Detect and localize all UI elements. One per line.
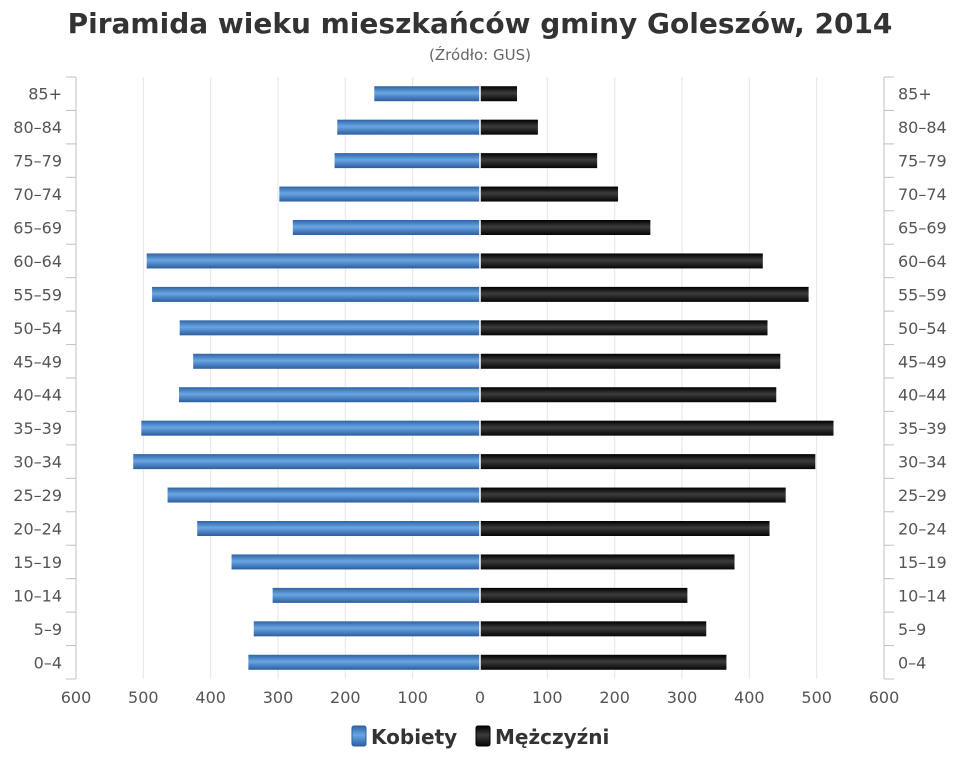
bar-male (480, 654, 727, 670)
bar-male (480, 119, 538, 135)
bar-male (480, 153, 598, 169)
bar-male (480, 487, 786, 503)
bar-male (480, 521, 770, 536)
y-tick-label-right: 30–34 (898, 453, 947, 472)
y-tick-label-right: 40–44 (898, 386, 947, 405)
y-tick-label-right: 55–59 (898, 285, 947, 304)
y-tick-label-left: 20–24 (13, 520, 62, 539)
bar-male (480, 554, 735, 570)
bar-female (197, 521, 480, 536)
bar-female (337, 119, 480, 135)
y-tick-label-left: 80–84 (13, 118, 62, 137)
legend-label: Kobiety (371, 725, 457, 749)
y-tick-label-left: 0–4 (34, 653, 62, 672)
y-tick-label-right: 25–29 (898, 486, 947, 505)
bar-female (193, 353, 480, 369)
legend: Kobiety Mężczyźni (351, 725, 609, 749)
axes: 600 500 400 300 200 100 0 100 200 300 400 500 600 85+… (13, 76, 947, 707)
x-tick-label: 500 (128, 688, 159, 707)
y-tick-label-left: 65–69 (13, 219, 62, 238)
legend-label: Mężczyźni (495, 725, 609, 749)
y-tick-label-right: 85+ (898, 85, 932, 104)
bar-male (480, 320, 768, 336)
x-tick-label: 100 (397, 688, 428, 707)
bar-female (152, 286, 480, 302)
bar-male (480, 454, 816, 470)
bar-female (279, 186, 480, 202)
y-tick-label-left: 60–64 (13, 252, 62, 271)
bars (133, 77, 834, 679)
y-tick-label-right: 60–64 (898, 252, 947, 271)
x-tick-label: 500 (801, 688, 832, 707)
y-tick-label-right: 15–19 (898, 553, 947, 572)
y-tick-label-right: 0–4 (898, 653, 926, 672)
y-tick-label-right: 80–84 (898, 118, 947, 137)
bar-female (272, 587, 480, 603)
y-tick-label-left: 35–39 (13, 419, 62, 438)
y-tick-label-right: 70–74 (898, 185, 947, 204)
bar-female (248, 654, 480, 670)
y-tick-label-right: 65–69 (898, 219, 947, 238)
y-tick-label-left: 30–34 (13, 453, 62, 472)
bar-male (480, 220, 651, 235)
y-tick-label-right: 45–49 (898, 352, 947, 371)
bar-male (480, 420, 834, 436)
bar-female (167, 487, 480, 503)
bar-male (480, 353, 781, 369)
x-tick-label: 600 (61, 688, 92, 707)
bar-male (480, 86, 518, 102)
y-tick-label-left: 10–14 (13, 586, 62, 605)
x-tick-label: 200 (330, 688, 361, 707)
bar-male (480, 253, 763, 269)
bar-male (480, 621, 707, 637)
legend-swatch (351, 725, 367, 747)
bar-female (179, 387, 480, 403)
y-tick-label-left: 25–29 (13, 486, 62, 505)
chart-title: Piramida wieku mieszkańców gminy Goleszó… (68, 7, 893, 40)
y-tick-label-left: 45–49 (13, 352, 62, 371)
y-tick-label-right: 50–54 (898, 319, 947, 338)
y-tick-label-left: 85+ (28, 85, 62, 104)
x-tick-label: 200 (599, 688, 630, 707)
bar-female (374, 86, 480, 102)
x-tick-label: 600 (869, 688, 900, 707)
y-tick-label-left: 5–9 (34, 620, 62, 639)
bar-male (480, 186, 619, 202)
y-tick-label-right: 75–79 (898, 152, 947, 171)
bar-female (141, 420, 480, 436)
x-tick-label: 0 (475, 688, 485, 707)
y-tick-label-left: 15–19 (13, 553, 62, 572)
bar-male (480, 387, 777, 403)
x-tick-label: 400 (195, 688, 226, 707)
bar-female (146, 253, 480, 269)
bar-male (480, 286, 809, 302)
bar-female (179, 320, 480, 336)
bar-female (133, 454, 480, 470)
chart-subtitle: (Źródło: GUS) (429, 45, 531, 64)
y-tick-label-left: 40–44 (13, 386, 62, 405)
y-tick-label-left: 70–74 (13, 185, 62, 204)
y-tick-label-left: 55–59 (13, 285, 62, 304)
bar-female (292, 220, 480, 235)
y-tick-label-left: 75–79 (13, 152, 62, 171)
y-tick-label-right: 35–39 (898, 419, 947, 438)
x-tick-label: 100 (532, 688, 563, 707)
y-tick-label-right: 20–24 (898, 520, 947, 539)
bar-female (253, 621, 480, 637)
y-tick-label-right: 5–9 (898, 620, 926, 639)
legend-swatch (475, 725, 491, 747)
bar-female (334, 153, 480, 169)
bar-female (231, 554, 480, 570)
x-tick-label: 300 (263, 688, 294, 707)
bar-male (480, 587, 688, 603)
x-tick-label: 300 (667, 688, 698, 707)
y-tick-label-left: 50–54 (13, 319, 62, 338)
y-tick-label-right: 10–14 (898, 586, 947, 605)
x-tick-label: 400 (734, 688, 765, 707)
